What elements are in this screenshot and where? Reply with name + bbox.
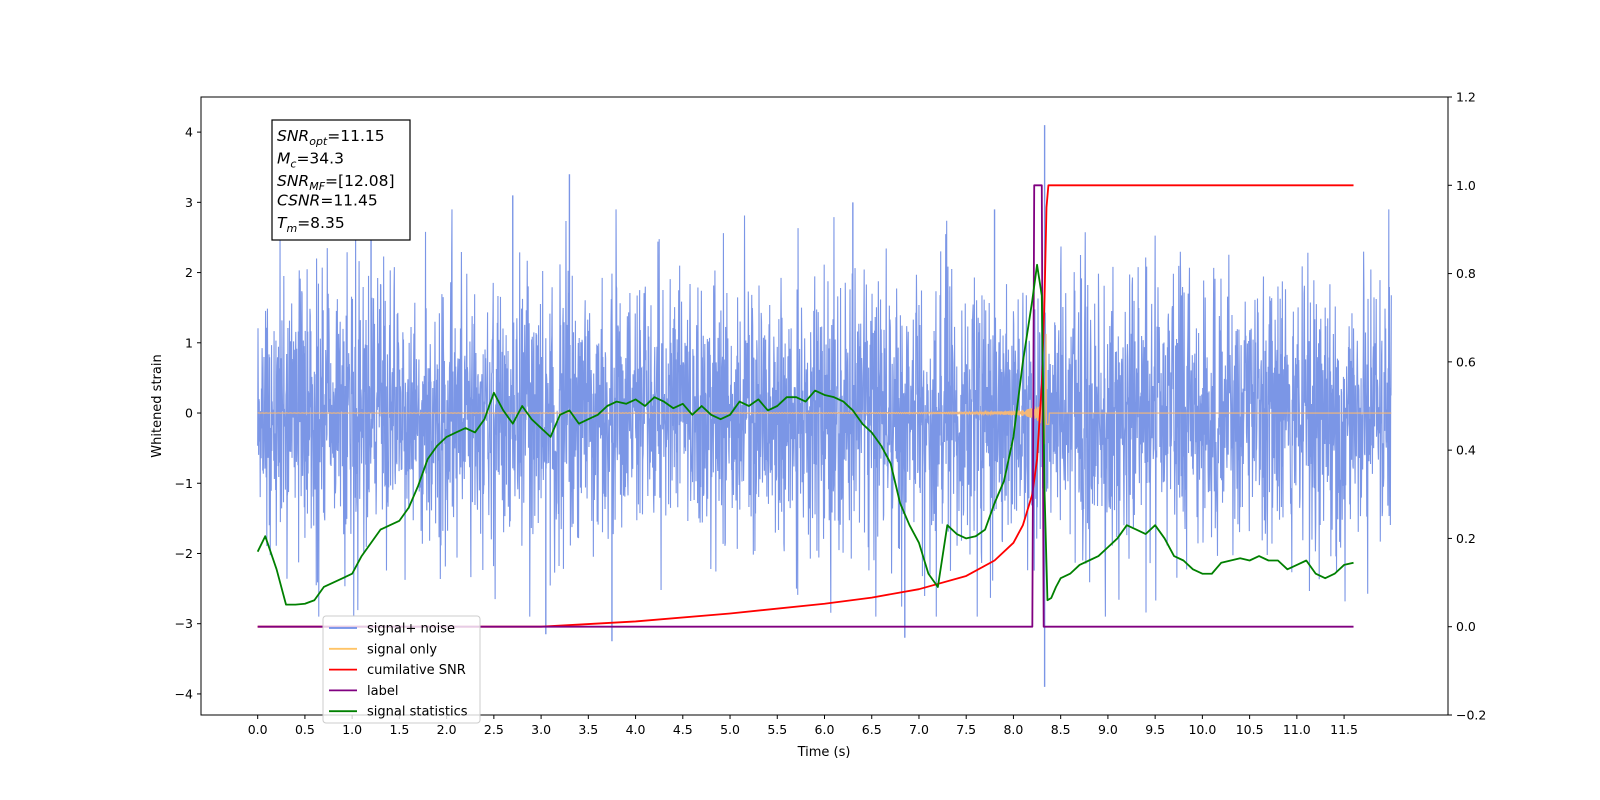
x-tick-label: 11.0 [1283,722,1311,737]
x-tick-label: 5.5 [767,722,787,737]
legend-entry: signal only [329,642,437,657]
y-tick-label: −1 [175,476,193,491]
x-tick-label: 1.5 [389,722,409,737]
x-tick-label: 3.0 [531,722,551,737]
x-tick-label: 9.5 [1145,722,1165,737]
legend-label: signal statistics [367,705,468,720]
x-tick-label: 2.0 [437,722,457,737]
annotation-line: Mc=34.3 [277,150,344,171]
y-tick-label: 0 [185,406,193,421]
legend-label: signal+ noise [367,622,455,637]
y2-tick-label: 1.2 [1456,90,1476,105]
x-tick-label: 7.0 [909,722,929,737]
x-tick-label: 0.5 [295,722,315,737]
annotation-line: SNRMF=[12.08] [277,172,395,193]
y2-tick-label: 0.8 [1456,266,1476,281]
x-axis-label: Time (s) [797,745,851,760]
y2-tick-label: 1.0 [1456,178,1476,193]
x-tick-label: 1.0 [342,722,362,737]
x-tick-label: 5.0 [720,722,740,737]
legend-entry: signal statistics [329,705,468,720]
x-tick-label: 2.5 [484,722,504,737]
x-tick-label: 8.0 [1003,722,1023,737]
annotation-line: SNRopt=11.15 [277,127,385,148]
legend: signal+ noise signal only cumilative SNR la… [322,615,481,724]
x-axis: 0.0 0.5 1.0 1.5 2.0 2.5 3.0 3.5 4.0 4.5 5.0 5.5 6.0 6… [248,715,1358,737]
y-tick-label: −4 [175,686,193,701]
annotation-line: Tm=8.35 [277,214,345,235]
x-tick-label: 10.0 [1188,722,1216,737]
legend-label: signal only [367,642,437,657]
right-y-axis: 1.2 1.0 0.8 0.6 0.4 0.2 0.0 −0.2 [1448,90,1486,723]
left-y-axis: 4 3 2 1 0 −1 −2 −3 −4 [175,125,201,701]
x-tick-label: 4.5 [673,722,693,737]
legend-label: label [367,684,398,699]
y-tick-label: 1 [185,335,193,350]
x-tick-label: 6.0 [815,722,835,737]
x-tick-label: 10.5 [1236,722,1264,737]
legend-entry: signal+ noise [329,622,455,637]
series-signal-only [257,333,1392,445]
y2-tick-label: 0.2 [1456,531,1476,546]
legend-label: cumilative SNR [367,663,466,678]
y-tick-label: −2 [175,546,193,561]
y-tick-label: 3 [185,195,193,210]
y-tick-label: −3 [175,616,193,631]
y2-tick-label: 0.0 [1456,619,1476,634]
x-tick-label: 0.0 [248,722,268,737]
x-tick-label: 11.5 [1330,722,1358,737]
legend-entry: label [329,684,398,699]
y2-tick-label: −0.2 [1456,708,1486,723]
series-layer [256,125,1392,687]
x-tick-label: 4.0 [626,722,646,737]
annotation-line: CSNR=11.45 [277,192,378,210]
series-signal-statistics [256,263,1354,606]
series-cumulative-snr [257,184,1354,628]
series-signal-plus-noise [257,209,1392,617]
y-tick-label: 4 [185,125,193,140]
metrics-annotation-box: SNRopt=11.15Mc=34.3SNRMF=[12.08]CSNR=11.… [271,119,411,241]
y-axis-label: Whitened strain [150,354,165,457]
x-tick-label: 9.0 [1098,722,1118,737]
y2-tick-label: 0.6 [1456,354,1476,369]
legend-frame [322,615,481,724]
annotation-frame [271,119,411,241]
y-tick-label: 2 [185,265,193,280]
y2-tick-label: 0.4 [1456,443,1476,458]
x-tick-label: 7.5 [956,722,976,737]
x-tick-label: 6.5 [862,722,882,737]
x-tick-label: 8.5 [1051,722,1071,737]
series-label [257,184,1354,628]
legend-entry: cumilative SNR [329,663,466,678]
x-tick-label: 3.5 [578,722,598,737]
plot-area [200,96,1449,716]
